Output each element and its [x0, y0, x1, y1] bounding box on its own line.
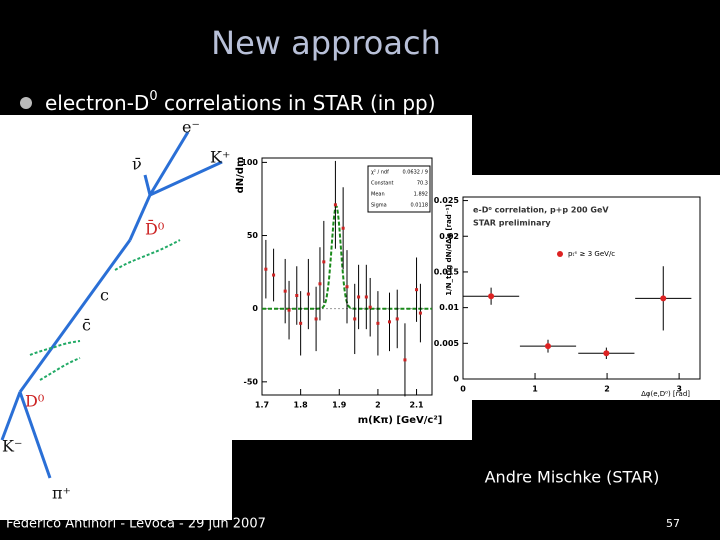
correlation-plot-panel	[441, 175, 720, 400]
x-tick-label: 3	[676, 385, 682, 394]
particle-label: K⁻	[2, 437, 22, 456]
stats-value: 0.0118	[411, 203, 429, 209]
caption: Andre Mischke (STAR)	[485, 468, 660, 487]
particle-label: K⁺	[210, 148, 230, 167]
particle-label: D⁰	[25, 392, 44, 411]
x-tick-label: 2	[604, 385, 610, 394]
page-number: 57	[666, 517, 680, 530]
data-point	[287, 308, 291, 312]
bullet-part: electron-D	[45, 91, 149, 115]
legend-label: pₜᵉ ≥ 3 GeV/c	[568, 250, 615, 258]
bullet-dot	[20, 97, 32, 109]
stats-value: 70.3	[417, 181, 428, 187]
data-point	[306, 292, 310, 296]
footer: Federico Antinori - Levoča - 29 jún 2007	[6, 517, 266, 532]
stats-box	[367, 165, 431, 213]
x-axis-label: m(Kπ) [GeV/c²]	[358, 415, 443, 426]
x-tick-label: 1.8	[294, 401, 309, 410]
stats-label: χ² / ndf	[371, 170, 389, 176]
data-point	[353, 317, 357, 321]
y-tick-label: 0.015	[434, 267, 460, 276]
bullet-part: correlations in STAR (in pp)	[158, 91, 436, 115]
data-point	[415, 288, 419, 292]
stats-label: Sigma	[371, 203, 387, 209]
title: New approach	[211, 24, 441, 62]
x-axis-label: Δφ(e,D⁰) [rad]	[641, 390, 690, 398]
y-axis-label: 1/N_trig dN/dΔφ [rad⁻¹]	[445, 204, 453, 296]
x-tick-label: 2.1	[409, 401, 424, 410]
legend-subtitle: STAR preliminary	[473, 219, 551, 228]
particle-label: ν̄	[132, 155, 142, 174]
data-point	[264, 267, 268, 271]
stats-value: 1.892	[414, 192, 428, 198]
data-point	[318, 282, 322, 286]
x-tick-label: 2	[375, 401, 381, 410]
data-point	[322, 260, 326, 264]
stats-label: Constant	[371, 181, 394, 187]
data-point	[345, 285, 349, 289]
stats-label: Mean	[371, 192, 385, 198]
y-tick-label: 0.005	[434, 339, 460, 348]
y-tick-label: 50	[247, 231, 259, 240]
data-point	[283, 289, 287, 293]
data-point	[388, 320, 391, 324]
data-point	[488, 293, 495, 300]
data-point	[376, 321, 380, 325]
y-tick-label: 0.02	[439, 232, 459, 241]
y-tick-label: -50	[244, 377, 259, 386]
y-tick-label: 0	[453, 375, 459, 384]
stats-value: 0.0632 / 9	[402, 170, 428, 176]
legend-marker	[557, 251, 563, 257]
data-point	[603, 350, 610, 357]
particle-label: π⁺	[52, 484, 71, 503]
data-point	[341, 226, 345, 230]
data-point	[418, 311, 422, 315]
particle-label: c	[100, 286, 109, 305]
data-point	[357, 295, 361, 299]
plot-frame	[261, 157, 433, 396]
decay-diagram	[0, 115, 232, 520]
data-point	[545, 343, 552, 350]
y-tick-label: 100	[241, 158, 258, 167]
data-point	[272, 273, 276, 277]
particle-label: e⁻	[182, 118, 200, 137]
x-tick-label: 0	[460, 385, 466, 394]
data-point	[368, 305, 372, 309]
data-point	[395, 317, 399, 321]
y-axis-label: dN/dm	[235, 157, 246, 194]
y-tick-label: 0.01	[439, 303, 459, 312]
data-point	[295, 294, 299, 298]
bullet-text: electron-D0 correlations in STAR (in pp)	[45, 89, 436, 115]
x-tick-label: 1.7	[255, 401, 269, 410]
mass-plot-panel	[232, 115, 472, 440]
data-point	[299, 321, 303, 325]
particle-label: c̄	[82, 316, 91, 335]
x-tick-label: 1	[532, 385, 538, 394]
data-point	[403, 358, 407, 362]
particle-label: D̄⁰	[145, 218, 164, 239]
plot-frame	[462, 196, 701, 380]
data-point	[660, 295, 667, 302]
data-point	[333, 203, 337, 207]
y-tick-label: 0	[252, 304, 258, 313]
bullet-sup: 0	[149, 89, 157, 104]
legend-title: e-D⁰ correlation, p+p 200 GeV	[473, 206, 609, 215]
y-tick-label: 0.025	[434, 196, 460, 205]
data-point	[314, 317, 318, 321]
data-point	[364, 295, 368, 299]
x-tick-label: 1.9	[332, 401, 347, 410]
